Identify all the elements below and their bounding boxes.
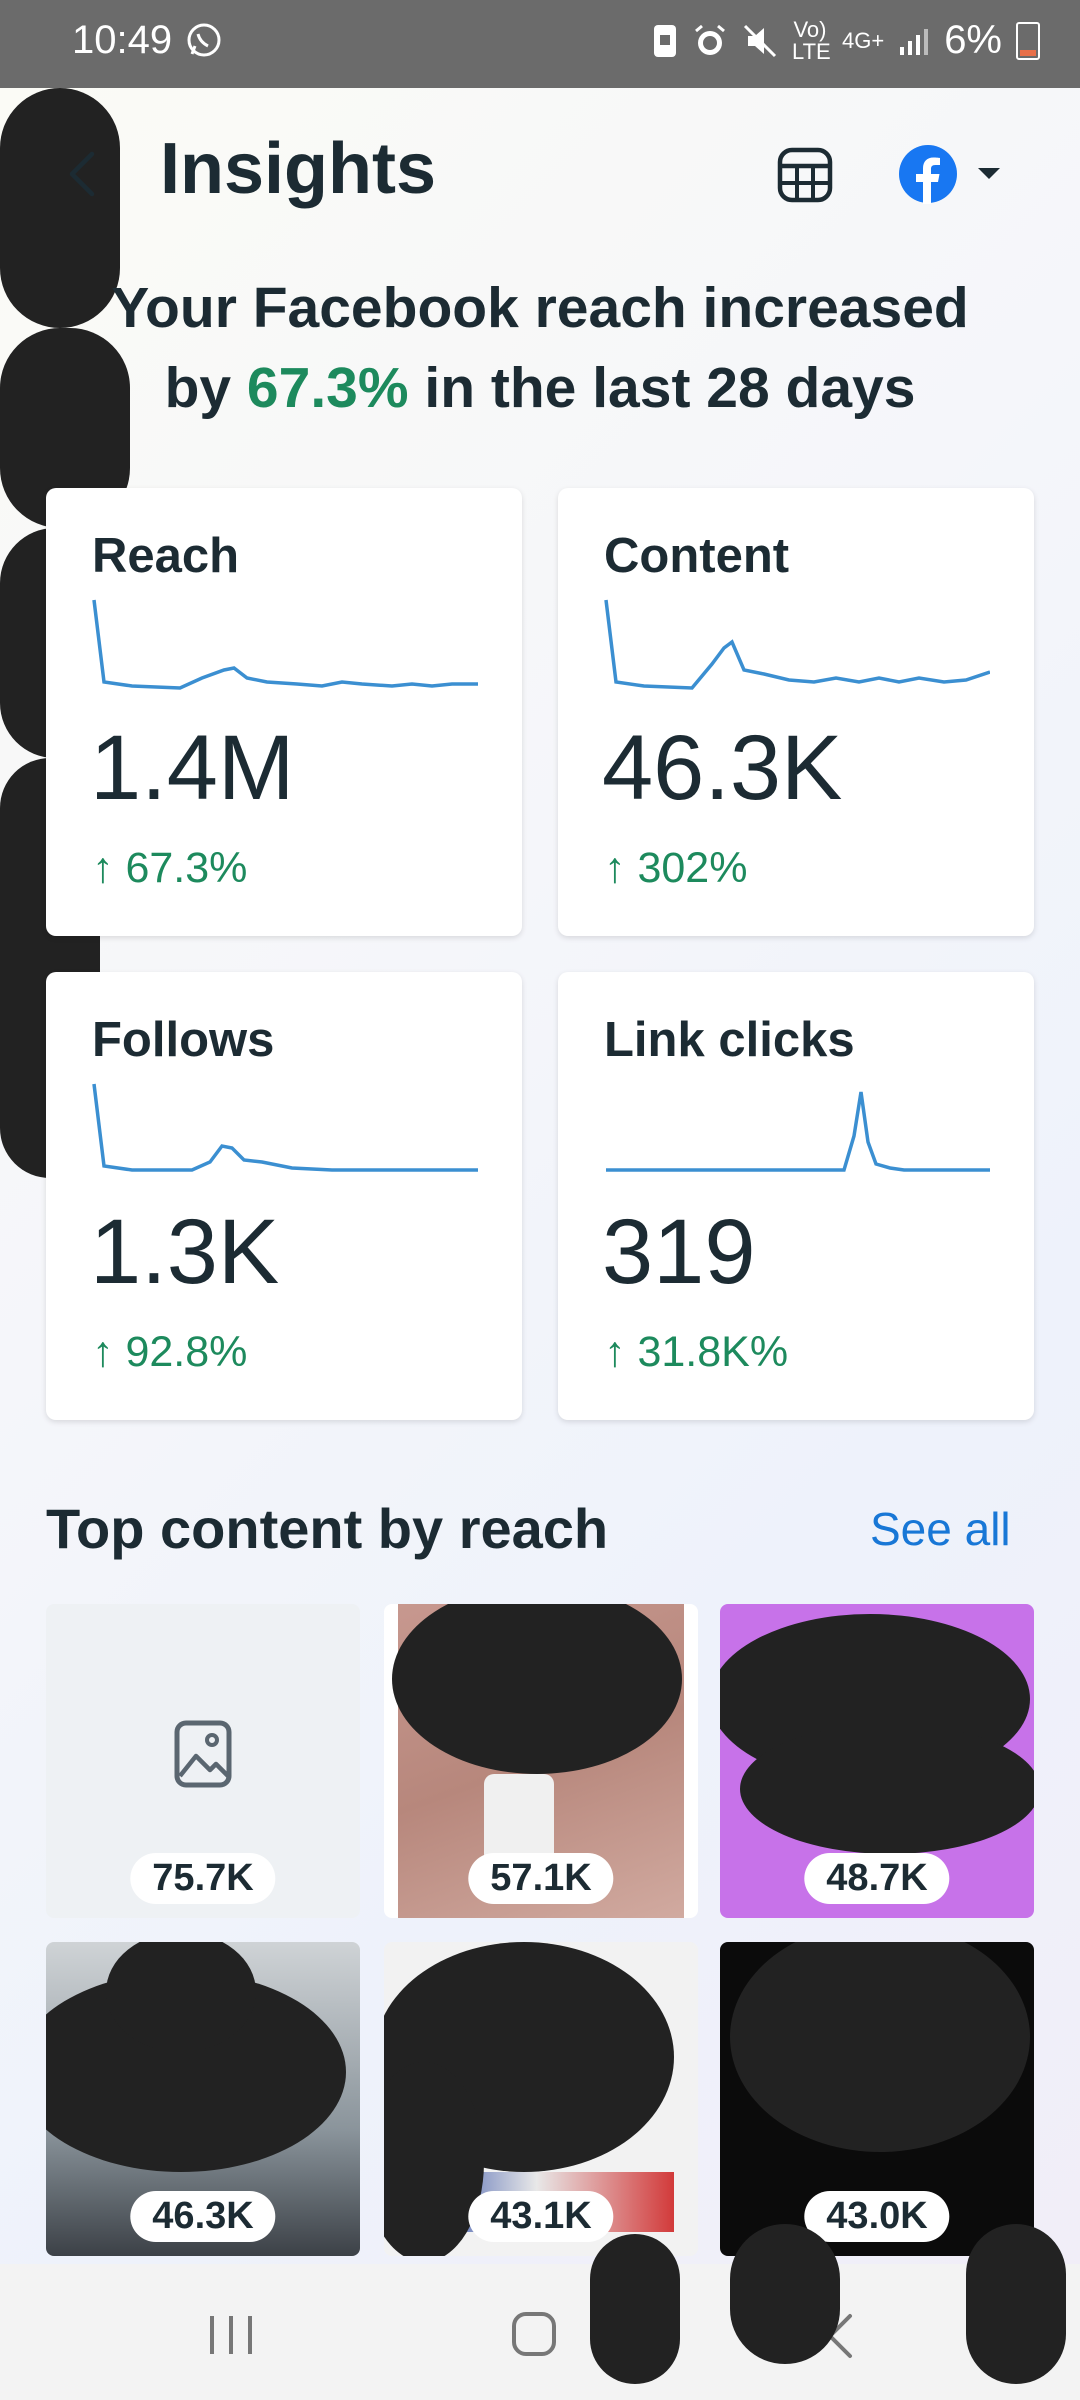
status-time: 10:49	[72, 18, 173, 62]
facebook-icon	[899, 145, 957, 204]
screenshot-icon	[653, 24, 676, 57]
summary-percentage: 67.3%	[246, 356, 409, 420]
account-switcher[interactable]	[898, 140, 1008, 210]
card-label: Content	[604, 529, 790, 583]
page-title: Insights	[160, 129, 437, 209]
back-arrow-icon[interactable]	[58, 148, 110, 200]
system-nav-bar	[0, 2224, 1080, 2400]
signal-icon	[900, 28, 929, 55]
volte-indicator: Vo) LTE	[791, 16, 831, 64]
redaction-mark	[0, 88, 120, 328]
content-tile[interactable]: 46.3K	[46, 1942, 360, 2256]
whatsapp-icon	[187, 23, 221, 57]
image-placeholder-icon	[174, 1720, 232, 1788]
home-icon[interactable]	[510, 2310, 558, 2358]
see-all-link[interactable]: See all	[870, 1503, 1011, 1555]
battery-icon	[1016, 21, 1040, 60]
card-content[interactable]: Content 46.3K ↑ 302%	[558, 488, 1034, 936]
network-type: 4G+	[841, 27, 885, 53]
card-change: ↑ 92.8%	[92, 1328, 248, 1376]
redaction-mark	[590, 2234, 680, 2384]
summary-line-1: Your Facebook reach increased	[111, 276, 969, 340]
arrow-up-icon: ↑	[92, 844, 126, 892]
reach-count: 48.7K	[804, 1853, 950, 1904]
alarm-icon	[695, 24, 725, 55]
redaction-mark	[730, 2224, 840, 2364]
card-value: 1.3K	[90, 1201, 280, 1303]
arrow-up-icon: ↑	[92, 1328, 126, 1376]
recent-apps-icon[interactable]	[204, 2314, 258, 2356]
card-link-clicks[interactable]: Link clicks 319 ↑ 31.8K%	[558, 972, 1034, 1420]
card-value: 1.4M	[90, 717, 295, 819]
card-label: Reach	[92, 529, 240, 583]
reach-count: 57.1K	[468, 1853, 614, 1904]
link-clicks-sparkline	[606, 1091, 990, 1172]
reach-count: 75.7K	[130, 1853, 276, 1904]
content-tile[interactable]: 43.1K	[384, 1942, 698, 2256]
battery-level: 6%	[944, 18, 1002, 62]
content-tile[interactable]: 48.7K	[720, 1604, 1034, 1918]
card-reach[interactable]: Reach 1.4M ↑ 67.3%	[46, 488, 522, 936]
reach-count: 43.1K	[468, 2191, 614, 2242]
redaction-mark	[966, 2224, 1066, 2384]
reach-count: 46.3K	[130, 2191, 276, 2242]
mute-icon	[743, 24, 777, 57]
top-content-title: Top content by reach	[46, 1497, 609, 1560]
top-bar: Insights	[0, 88, 1080, 258]
arrow-up-icon: ↑	[604, 1328, 638, 1376]
insights-screen: Insights Your Facebook reach increased b…	[0, 88, 1080, 2264]
follows-sparkline	[92, 1083, 478, 1172]
content-tile[interactable]: 57.1K	[384, 1604, 698, 1918]
card-value: 319	[602, 1201, 756, 1303]
content-sparkline	[604, 599, 990, 690]
card-change: ↑ 302%	[604, 844, 748, 892]
card-label: Link clicks	[604, 1013, 855, 1067]
chevron-down-icon	[978, 168, 1000, 179]
reach-summary: Your Facebook reach increased by 67.3% i…	[40, 268, 1040, 428]
card-follows[interactable]: Follows 1.3K ↑ 92.8%	[46, 972, 522, 1420]
card-label: Follows	[92, 1013, 275, 1067]
card-change: ↑ 67.3%	[92, 844, 248, 892]
reach-count: 43.0K	[804, 2191, 950, 2242]
status-bar: 10:49 Vo) LTE 4G+ 6%	[0, 0, 1080, 88]
arrow-up-icon: ↑	[604, 844, 638, 892]
content-tile[interactable]: 43.0K	[720, 1942, 1034, 2256]
summary-prefix: by	[164, 356, 247, 420]
content-tile[interactable]: 75.7K	[46, 1604, 360, 1918]
summary-suffix: in the last 28 days	[408, 356, 916, 420]
table-icon[interactable]	[776, 146, 834, 204]
card-change: ↑ 31.8K%	[604, 1328, 789, 1376]
reach-sparkline	[92, 599, 478, 690]
card-value: 46.3K	[602, 717, 843, 819]
